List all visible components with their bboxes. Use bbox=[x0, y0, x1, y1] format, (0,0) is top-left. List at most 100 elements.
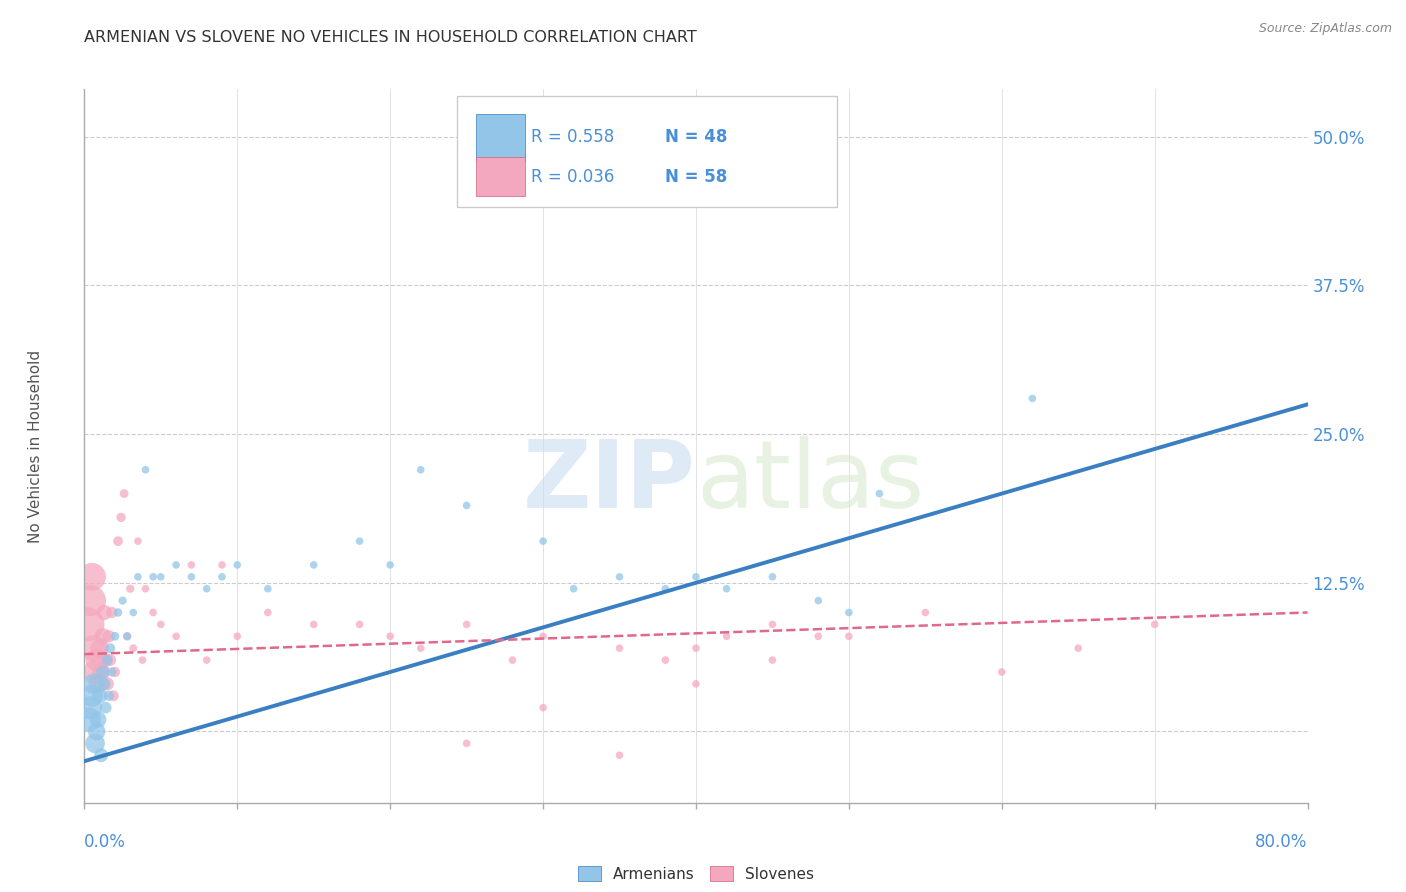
Point bbox=[456, 499, 478, 513]
Point bbox=[112, 486, 135, 500]
Point bbox=[94, 700, 117, 714]
Point bbox=[135, 582, 157, 596]
Point bbox=[93, 606, 115, 620]
Point bbox=[609, 748, 631, 763]
Point bbox=[87, 677, 110, 691]
Point bbox=[127, 570, 149, 584]
Point bbox=[90, 748, 112, 763]
Point bbox=[96, 653, 118, 667]
Point bbox=[302, 558, 325, 572]
Point bbox=[456, 736, 478, 750]
FancyBboxPatch shape bbox=[475, 114, 524, 161]
Point bbox=[142, 606, 165, 620]
Point bbox=[79, 593, 101, 607]
Point bbox=[1067, 641, 1090, 656]
Text: Source: ZipAtlas.com: Source: ZipAtlas.com bbox=[1258, 22, 1392, 36]
Point bbox=[380, 558, 402, 572]
Point bbox=[349, 534, 371, 549]
Point bbox=[226, 558, 249, 572]
Point bbox=[685, 677, 707, 691]
Point bbox=[349, 617, 371, 632]
Point bbox=[257, 582, 280, 596]
Point bbox=[456, 153, 478, 168]
Point bbox=[562, 582, 585, 596]
Point bbox=[97, 689, 120, 703]
Point bbox=[807, 629, 830, 643]
Point bbox=[257, 606, 280, 620]
Point bbox=[180, 558, 202, 572]
Point bbox=[89, 641, 111, 656]
Point bbox=[83, 677, 105, 691]
Point bbox=[991, 665, 1014, 679]
Point bbox=[135, 463, 157, 477]
Text: 0.0%: 0.0% bbox=[84, 832, 127, 851]
Point bbox=[838, 629, 860, 643]
Point bbox=[91, 629, 114, 643]
Point bbox=[807, 593, 830, 607]
Point bbox=[110, 510, 132, 524]
Point bbox=[761, 653, 783, 667]
Point bbox=[409, 463, 432, 477]
Legend: Armenians, Slovenes: Armenians, Slovenes bbox=[572, 860, 820, 888]
Point bbox=[502, 653, 524, 667]
Point bbox=[93, 677, 115, 691]
Point bbox=[86, 653, 108, 667]
Point bbox=[115, 629, 138, 643]
Point bbox=[211, 558, 233, 572]
Point bbox=[165, 558, 187, 572]
Text: 80.0%: 80.0% bbox=[1256, 832, 1308, 851]
Point bbox=[716, 582, 738, 596]
Point bbox=[531, 700, 554, 714]
Point bbox=[149, 617, 172, 632]
Point bbox=[98, 653, 121, 667]
Point bbox=[80, 689, 103, 703]
Point bbox=[98, 641, 121, 656]
Point bbox=[165, 629, 187, 643]
Point bbox=[685, 570, 707, 584]
Point bbox=[654, 582, 676, 596]
Text: N = 58: N = 58 bbox=[665, 168, 728, 186]
Point bbox=[226, 629, 249, 643]
Point bbox=[77, 713, 100, 727]
FancyBboxPatch shape bbox=[457, 96, 837, 207]
Point bbox=[654, 653, 676, 667]
Text: R = 0.558: R = 0.558 bbox=[531, 128, 614, 146]
Point bbox=[195, 582, 218, 596]
Point bbox=[531, 534, 554, 549]
Point bbox=[142, 570, 165, 584]
Text: atlas: atlas bbox=[696, 435, 924, 528]
Point bbox=[456, 617, 478, 632]
Point bbox=[1021, 392, 1043, 406]
Point bbox=[115, 629, 138, 643]
Point bbox=[94, 653, 117, 667]
Point bbox=[531, 629, 554, 643]
Point bbox=[380, 629, 402, 643]
Point bbox=[409, 641, 432, 656]
Point bbox=[107, 606, 129, 620]
Point bbox=[149, 570, 172, 584]
Point bbox=[104, 665, 127, 679]
Point bbox=[120, 582, 142, 596]
Point bbox=[685, 641, 707, 656]
Point bbox=[869, 486, 891, 500]
Point bbox=[79, 700, 101, 714]
Point bbox=[195, 653, 218, 667]
Point bbox=[84, 665, 107, 679]
Text: ARMENIAN VS SLOVENE NO VEHICLES IN HOUSEHOLD CORRELATION CHART: ARMENIAN VS SLOVENE NO VEHICLES IN HOUSE… bbox=[84, 29, 697, 45]
Text: No Vehicles in Household: No Vehicles in Household bbox=[28, 350, 44, 542]
Point bbox=[127, 534, 149, 549]
Point bbox=[89, 689, 111, 703]
Point bbox=[1143, 617, 1166, 632]
Point bbox=[131, 653, 153, 667]
Point bbox=[914, 606, 936, 620]
Point bbox=[76, 617, 98, 632]
Text: ZIP: ZIP bbox=[523, 435, 696, 528]
Point bbox=[80, 570, 103, 584]
Point bbox=[104, 629, 127, 643]
Text: N = 48: N = 48 bbox=[665, 128, 728, 146]
Point bbox=[87, 713, 110, 727]
Point bbox=[111, 593, 134, 607]
Point bbox=[96, 677, 118, 691]
Point bbox=[761, 570, 783, 584]
Point bbox=[180, 570, 202, 584]
